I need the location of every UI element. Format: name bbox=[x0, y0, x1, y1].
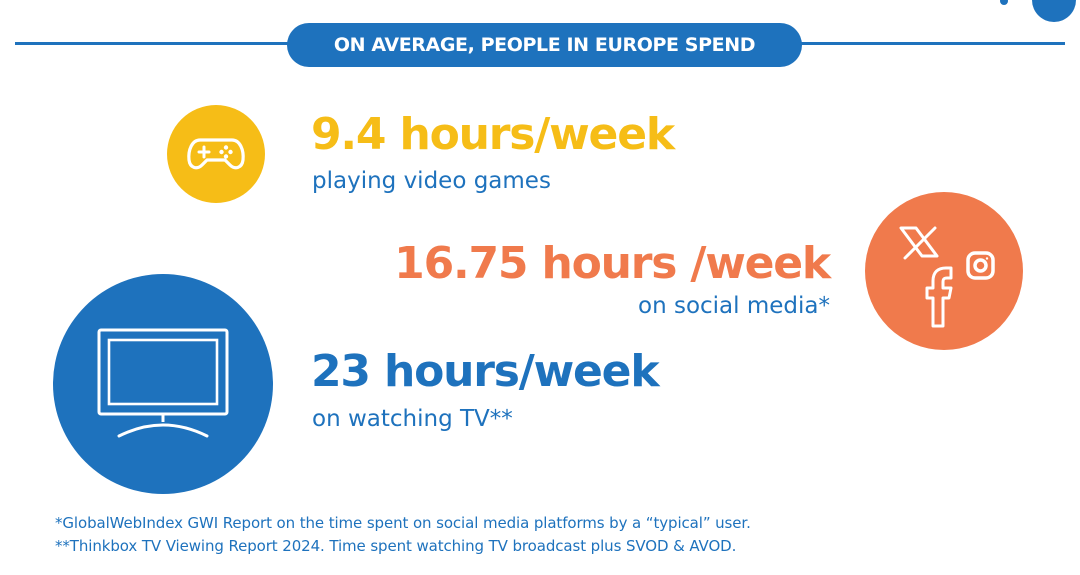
social-media-circle bbox=[865, 192, 1023, 350]
instagram-icon bbox=[966, 251, 995, 280]
tv-icon bbox=[97, 328, 229, 438]
tv-circle bbox=[53, 274, 273, 494]
social-media-icons bbox=[899, 226, 995, 328]
tv-caption: on watching TV** bbox=[312, 406, 513, 432]
gaming-hours-value: 9.4 hours/week bbox=[311, 109, 675, 160]
banner-title: ON AVERAGE, PEOPLE IN EUROPE SPEND bbox=[287, 23, 802, 67]
social-media-caption: on social media* bbox=[638, 293, 830, 319]
footnote-social-media: *GlobalWebIndex GWI Report on the time s… bbox=[55, 514, 751, 532]
social-media-hours-value: 16.75 hours /week bbox=[394, 238, 831, 289]
corner-decoration bbox=[1032, 0, 1076, 22]
footnote-tv: **Thinkbox TV Viewing Report 2024. Time … bbox=[55, 537, 737, 555]
corner-dot bbox=[1000, 0, 1008, 5]
facebook-icon bbox=[925, 266, 953, 328]
x-logo-icon bbox=[899, 226, 939, 260]
gaming-caption: playing video games bbox=[312, 168, 551, 194]
gamepad-circle bbox=[167, 105, 265, 203]
gamepad-icon bbox=[187, 138, 245, 170]
tv-hours-value: 23 hours/week bbox=[311, 346, 660, 397]
